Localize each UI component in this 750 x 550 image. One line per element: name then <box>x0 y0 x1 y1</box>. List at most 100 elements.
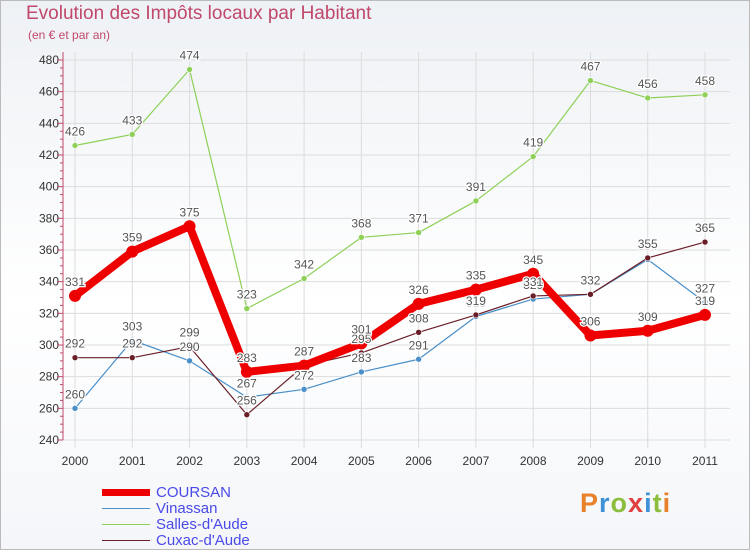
axes: 240 260 280 300 320 340 360 380 400 420 440 460 480 2… <box>39 52 718 468</box>
data-label-vinassan: 283 <box>351 351 371 365</box>
data-label-cuxac-d-aude: 355 <box>638 237 658 251</box>
x-tick-label: 2001 <box>119 454 146 468</box>
legend-item-cuxac-d-aude: Cuxac-d'Aude <box>102 531 250 549</box>
series-line-coursan <box>71 222 709 376</box>
series-line-salles-d-aude <box>74 68 706 310</box>
data-label-salles-d-aude: 433 <box>122 113 142 127</box>
y-tick-label: 400 <box>39 180 59 194</box>
data-label-cuxac-d-aude: 332 <box>580 273 600 287</box>
data-point-salles-d-aude <box>358 234 365 241</box>
data-label-coursan: 319 <box>695 294 715 308</box>
data-label-cuxac-d-aude: 365 <box>695 221 715 235</box>
data-label-salles-d-aude: 419 <box>523 136 543 150</box>
data-label-coursan: 326 <box>409 283 429 297</box>
data-label-cuxac-d-aude: 331 <box>523 275 543 289</box>
data-point-salles-d-aude <box>701 91 709 99</box>
data-point-salles-d-aude <box>300 275 308 282</box>
data-point-vinassan <box>415 355 422 363</box>
data-point-vinassan <box>186 357 193 365</box>
legend-label-cuxac-d-aude: Cuxac-d'Aude <box>156 531 250 549</box>
y-tick-label: 320 <box>39 306 59 320</box>
logo-letter: t <box>652 488 663 518</box>
data-label-cuxac-d-aude: 295 <box>351 332 371 346</box>
data-label-salles-d-aude: 474 <box>180 49 200 63</box>
data-point-cuxac-d-aude <box>587 291 594 298</box>
legend-swatch-coursan <box>102 488 150 496</box>
data-label-vinassan: 327 <box>695 281 715 295</box>
data-point-vinassan <box>243 393 251 401</box>
data-label-salles-d-aude: 371 <box>409 212 429 226</box>
legend-label-vinassan: Vinassan <box>156 499 218 517</box>
data-label-coursan: 306 <box>580 315 600 329</box>
legend-label-coursan: COURSAN <box>156 483 232 501</box>
data-label-salles-d-aude: 467 <box>580 60 600 74</box>
data-label-coursan: 375 <box>180 205 200 219</box>
data-label-vinassan: 272 <box>294 368 314 382</box>
y-tick-label: 280 <box>39 370 59 384</box>
data-label-coursan: 331 <box>65 275 85 289</box>
data-point-coursan <box>298 359 311 372</box>
data-label-salles-d-aude: 456 <box>638 77 658 91</box>
y-tick-label: 260 <box>39 401 59 415</box>
data-label-coursan: 309 <box>638 310 658 324</box>
data-point-salles-d-aude <box>71 142 79 149</box>
legend-label-salles-d-aude: Salles-d'Aude <box>156 515 249 533</box>
y-tick-label: 380 <box>39 211 59 225</box>
data-label-cuxac-d-aude: 299 <box>180 326 200 340</box>
proxiti-logo: Proxiti <box>580 488 671 519</box>
y-tick-label: 420 <box>39 148 59 162</box>
chart-title: Evolution des Impôts locaux par Habitant <box>26 3 372 24</box>
data-point-vinassan <box>358 368 365 376</box>
data-point-coursan <box>584 329 597 342</box>
data-label-cuxac-d-aude: 287 <box>294 345 314 359</box>
legend-swatch-salles-d-aude <box>102 523 150 525</box>
data-label-coursan: 287 <box>294 345 314 359</box>
data-point-cuxac-d-aude <box>71 354 79 361</box>
x-tick-label: 2002 <box>176 454 203 468</box>
data-point-cuxac-d-aude <box>701 238 709 246</box>
legend: COURSAN Vinassan Salles-d'Aude Cuxac-d'A… <box>102 483 250 549</box>
logo-letter: x <box>628 488 645 518</box>
logo-letter: r <box>599 488 611 518</box>
data-point-coursan <box>469 283 482 296</box>
data-point-salles-d-aude <box>415 229 422 236</box>
data-point-coursan <box>355 337 368 350</box>
legend-item-salles-d-aude: Salles-d'Aude <box>102 515 250 533</box>
data-label-vinassan: 303 <box>122 319 142 333</box>
data-label-cuxac-d-aude: 292 <box>65 337 85 351</box>
x-tick-label: 2005 <box>348 454 375 468</box>
data-point-cuxac-d-aude <box>243 411 251 418</box>
data-labels: 260 303 290 267 272 283 291 318 329 332 354 327 426 4… <box>64 47 717 409</box>
x-tick-label: 2003 <box>233 454 260 468</box>
data-point-coursan <box>699 308 711 321</box>
series-line-cuxac-d-aude <box>74 241 706 416</box>
data-label-salles-d-aude: 368 <box>351 216 371 230</box>
data-label-salles-d-aude: 391 <box>466 180 486 194</box>
x-tick-label: 2008 <box>520 454 547 468</box>
data-label-cuxac-d-aude: 319 <box>466 294 486 308</box>
data-point-coursan <box>126 245 139 258</box>
data-point-salles-d-aude <box>243 305 251 312</box>
legend-swatch-vinassan <box>102 507 150 509</box>
data-label-vinassan: 318 <box>466 296 486 310</box>
data-point-cuxac-d-aude <box>644 254 652 262</box>
logo-letter: i <box>644 488 653 518</box>
data-point-vinassan <box>701 298 709 306</box>
data-point-coursan <box>527 267 540 280</box>
data-label-vinassan: 267 <box>237 376 257 390</box>
data-point-salles-d-aude <box>472 197 480 205</box>
x-tick-label: 2007 <box>463 454 490 468</box>
logo-letter: o <box>610 488 629 518</box>
data-label-salles-d-aude: 458 <box>695 74 715 88</box>
data-label-vinassan: 260 <box>65 387 85 401</box>
data-label-vinassan: 332 <box>580 273 600 287</box>
data-point-cuxac-d-aude <box>415 329 422 336</box>
data-point-cuxac-d-aude <box>472 311 480 319</box>
data-label-cuxac-d-aude: 256 <box>237 394 257 408</box>
data-point-coursan <box>240 365 253 378</box>
logo-letter: P <box>580 488 600 518</box>
y-tick-label: 480 <box>39 53 59 67</box>
data-point-vinassan <box>128 336 136 344</box>
data-label-coursan: 335 <box>466 269 486 283</box>
y-tick-label: 460 <box>39 85 59 99</box>
